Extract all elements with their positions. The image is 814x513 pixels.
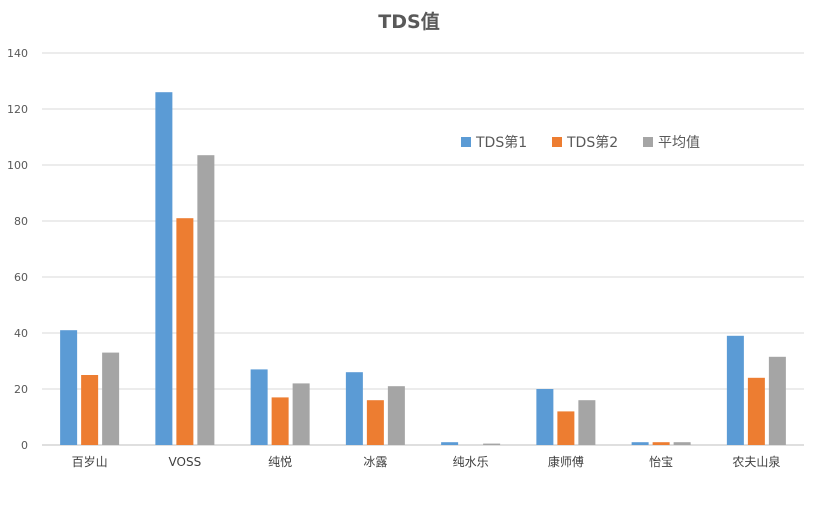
y-tick-label: 140 [7,47,28,60]
bars [60,92,786,445]
bar-2-3 [271,397,289,445]
legend-label: TDS第1 [475,134,527,151]
x-category-label: 农夫山泉 [732,455,780,469]
legend-label: TDS第2 [566,134,618,151]
bar-2-2 [176,218,194,445]
bar-3-4 [387,386,405,445]
x-category-label: 纯水乐 [453,455,489,469]
bar-1-2 [155,92,173,445]
y-tick-label: 100 [7,159,28,172]
y-axis: 0 20 40 60 80 100 120 140 [7,47,28,452]
x-category-label: 纯悦 [268,455,292,469]
legend-swatch [643,137,653,147]
bar-3-1 [102,352,120,445]
bar-2-1 [81,375,99,445]
bar-3-8 [768,356,786,445]
bar-2-4 [366,400,384,445]
y-tick-label: 20 [14,383,28,396]
bar-3-7 [673,442,691,445]
legend-swatch [461,137,471,147]
y-tick-label: 60 [14,271,28,284]
bar-2-7 [652,442,670,445]
bar-1-7 [631,442,649,445]
bar-1-3 [250,369,268,445]
bar-1-5 [441,442,459,445]
x-axis: 百岁山 VOSS 纯悦 冰露 纯水乐 康师傅 怡宝 农夫山泉 [72,454,781,469]
chart-title: TDS值 [378,10,439,33]
bar-3-3 [292,383,310,445]
bar-1-1 [60,330,78,445]
legend-swatch [552,137,562,147]
x-category-label: 百岁山 [72,454,108,469]
bar-1-8 [726,335,744,445]
x-category-label: 怡宝 [649,455,673,469]
y-tick-label: 80 [14,215,28,228]
legend-label: 平均值 [658,135,700,151]
y-tick-label: 0 [21,439,28,452]
bar-1-4 [345,372,363,445]
y-tick-label: 40 [14,327,28,340]
legend: TDS第1 TDS第2 平均值 [461,134,700,151]
bar-3-6 [578,400,596,445]
bar-3-2 [197,155,215,445]
bar-2-6 [557,411,575,445]
x-category-label: VOSS [169,455,202,469]
bar-2-8 [747,377,765,445]
bar-1-6 [536,389,554,445]
x-category-label: 冰露 [363,455,387,469]
bar-3-5 [483,443,501,445]
y-tick-label: 120 [7,103,28,116]
x-category-label: 康师傅 [548,454,584,469]
